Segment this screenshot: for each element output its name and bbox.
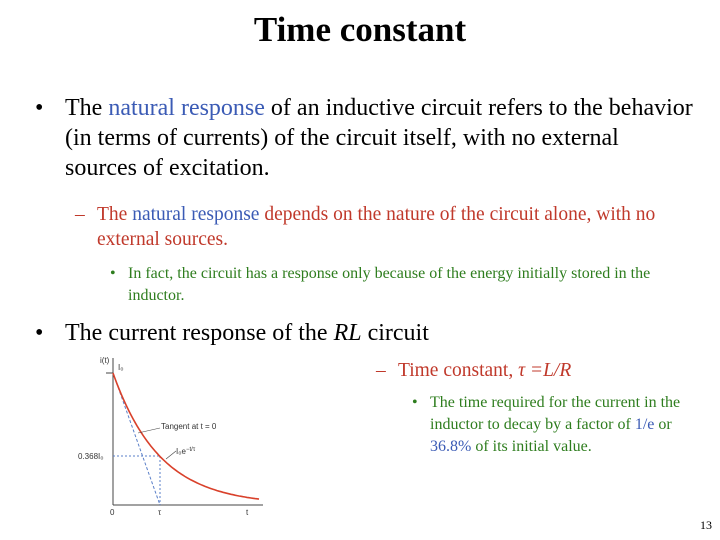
text: of an inductive circuit refers to the be… — [65, 95, 693, 181]
text: or — [654, 416, 672, 433]
pointer — [137, 427, 161, 434]
text: circuit — [361, 320, 429, 346]
response-figure: i(t) I₀ 0.368I₀ Tangent at t = 0 I₀e−t/τ… — [78, 356, 263, 517]
text: The — [97, 204, 133, 225]
text: depends on the nature of the circuit alo… — [97, 204, 656, 250]
curve-base: I₀e — [176, 447, 187, 456]
pointer — [165, 450, 177, 460]
highlight: 1/e — [634, 416, 655, 433]
text: The — [65, 95, 109, 121]
bullet: The natural response of an inductive cir… — [35, 93, 695, 183]
text: Time constant, — [398, 360, 519, 381]
level-label: 0.368I₀ — [78, 452, 104, 461]
origin-label: 0 — [110, 508, 115, 517]
tangent-label: Tangent at t = 0 — [161, 422, 217, 431]
sub-bullet: The natural response depends on the natu… — [75, 202, 677, 252]
highlight: natural response — [108, 95, 265, 121]
text: The current response of the — [65, 320, 334, 346]
tangent-line — [112, 372, 161, 506]
page-number: 13 — [700, 518, 712, 532]
i0-label: I₀ — [118, 363, 124, 372]
slide-title: Time constant — [253, 10, 467, 49]
text: of its initial value. — [471, 438, 592, 455]
tau-label: τ — [158, 508, 162, 517]
text: RL — [333, 320, 362, 346]
curve-exp: −t/τ — [186, 447, 196, 453]
highlight: natural response — [132, 204, 260, 225]
text: The time required for the current in the… — [430, 394, 681, 433]
decay-curve — [112, 372, 260, 500]
bullet: The current response of the RL circuit — [35, 318, 665, 348]
sub-sub-bullet: In fact, the circuit has a response only… — [110, 263, 688, 307]
curve-label: I₀e−t/τ — [176, 447, 196, 456]
sub-bullet: Time constant, τ =L/R — [376, 358, 698, 383]
x-label: t — [246, 508, 249, 517]
text: In fact, the circuit has a response only… — [128, 265, 651, 304]
formula: τ =L/R — [518, 360, 572, 381]
highlight: 36.8% — [430, 438, 472, 455]
y-label: i(t) — [100, 356, 110, 365]
sub-sub-bullet: The time required for the current in the… — [412, 392, 690, 458]
